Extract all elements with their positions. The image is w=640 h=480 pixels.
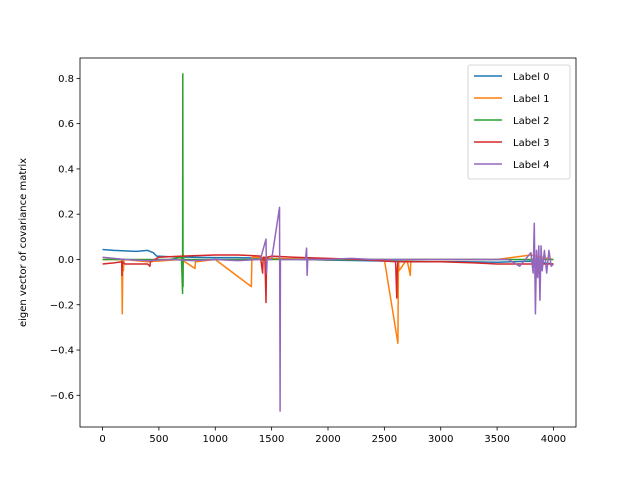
y-tick-label: −0.6 (50, 391, 74, 402)
series-line-3 (102, 254, 554, 304)
legend-label-4: Label 4 (513, 160, 550, 171)
legend-label-2: Label 2 (513, 116, 550, 127)
y-tick-label: −0.4 (50, 346, 74, 357)
y-tick-label: 0.4 (58, 164, 74, 175)
x-axis: 0 500 1000 1500 2000 2500 3000 3500 4000 (99, 427, 566, 445)
y-axis: −0.6 −0.4 −0.2 0.0 0.2 0.4 0.6 0.8 (50, 74, 80, 402)
x-tick-label: 4000 (541, 434, 566, 445)
legend-label-3: Label 3 (513, 138, 550, 149)
y-axis-label: eigen vector of covariance matrix (18, 158, 29, 327)
legend-box (467, 64, 571, 180)
y-tick-label: 0.2 (58, 210, 74, 221)
series-line-4 (102, 206, 554, 412)
legend-label-1: Label 1 (513, 94, 550, 105)
x-tick-label: 1500 (259, 434, 284, 445)
x-tick-label: 2000 (315, 434, 340, 445)
x-tick-label: 500 (149, 434, 168, 445)
y-tick-label: 0.8 (58, 74, 74, 85)
legend: Label 0 Label 1 Label 2 Label 3 Label 4 (467, 64, 571, 180)
x-tick-label: 1000 (203, 434, 228, 445)
y-tick-label: 0.0 (58, 255, 74, 266)
x-tick-label: 0 (99, 434, 105, 445)
x-tick-label: 3500 (484, 434, 509, 445)
plot-area (102, 73, 554, 412)
legend-label-0: Label 0 (513, 72, 550, 83)
x-tick-label: 3000 (428, 434, 453, 445)
x-tick-label: 2500 (372, 434, 397, 445)
y-tick-label: 0.6 (58, 119, 74, 130)
series-line-1 (102, 254, 554, 344)
y-tick-label: −0.2 (50, 300, 74, 311)
